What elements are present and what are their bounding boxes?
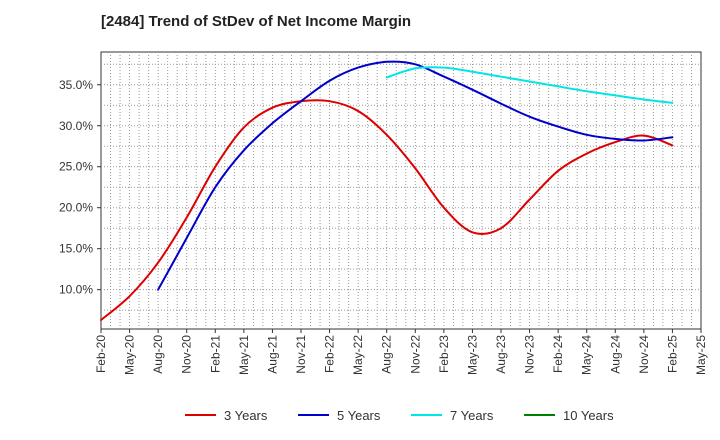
y-tick-label: 25.0% [59,160,93,174]
x-tick-label: Feb-25 [665,335,679,373]
x-tick-label: May-22 [351,335,365,375]
y-tick-label: 15.0% [59,242,93,256]
x-tick-label: May-25 [694,335,708,375]
y-axis: 10.0% 15.0% 20.0% 25.0% 30.0% 35.0% [59,78,101,297]
legend: 3 Years 5 Years 7 Years 10 Years [185,408,614,423]
y-tick-label: 20.0% [59,201,93,215]
x-tick-label: May-24 [580,335,594,375]
x-tick-label: Aug-22 [380,335,394,374]
x-tick-label: Feb-21 [208,335,222,373]
y-tick-label: 30.0% [59,119,93,133]
x-tick-label: Feb-20 [94,335,108,373]
series-line-7-years [385,66,674,104]
x-tick-label: Feb-24 [551,335,565,373]
series-line-5-years [157,60,674,291]
x-tick-label: Aug-21 [265,335,279,374]
x-tick-label: May-20 [123,335,137,375]
x-tick-label: Nov-22 [408,335,422,374]
x-tick-label: Nov-20 [180,335,194,374]
y-tick-label: 35.0% [59,78,93,92]
legend-label: 5 Years [337,408,381,423]
x-tick-label: Nov-21 [294,335,308,374]
x-tick-label: Aug-23 [494,335,508,374]
x-tick-label: Aug-20 [151,335,165,374]
chart-title: [2484] Trend of StDev of Net Income Marg… [101,13,412,30]
x-tick-label: May-21 [237,335,251,375]
x-tick-label: Nov-23 [523,335,537,374]
series-line-3-years [100,99,674,321]
legend-label: 10 Years [563,408,614,423]
x-tick-label: May-23 [465,335,479,375]
grid [101,52,701,329]
x-axis: Feb-20 May-20 Aug-20 Nov-20 Feb-21 May-21 Aug-… [94,329,708,375]
series-layer [100,60,674,321]
x-tick-label: Nov-24 [637,335,651,374]
legend-label: 3 Years [224,408,268,423]
legend-label: 7 Years [450,408,494,423]
y-tick-label: 10.0% [59,283,93,297]
x-tick-label: Aug-24 [608,335,622,374]
x-tick-label: Feb-23 [437,335,451,373]
x-tick-label: Feb-22 [323,335,337,373]
plot-area [100,51,702,330]
